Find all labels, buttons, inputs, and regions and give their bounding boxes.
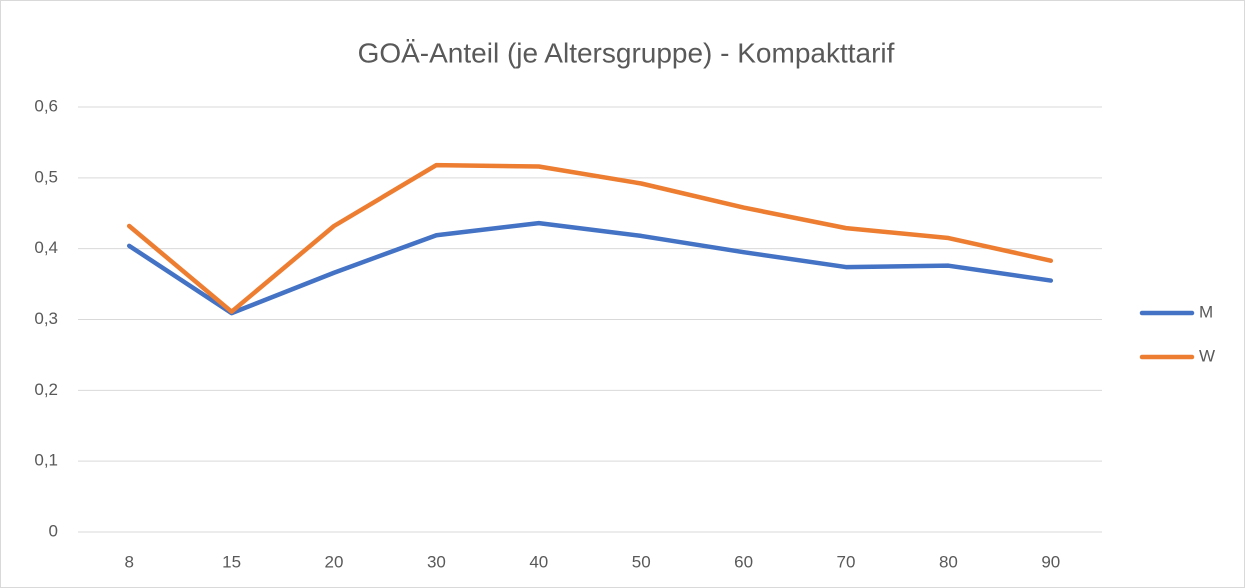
- y-tick-label: 0,6: [34, 96, 58, 115]
- x-tick-label: 40: [529, 552, 548, 571]
- y-tick-label: 0,5: [34, 167, 58, 186]
- x-tick-label: 90: [1041, 552, 1060, 571]
- x-tick-label: 80: [939, 552, 958, 571]
- x-tick-label: 30: [427, 552, 446, 571]
- legend-label: W: [1199, 346, 1215, 365]
- y-tick-label: 0,2: [34, 380, 58, 399]
- y-tick-label: 0: [49, 521, 58, 540]
- x-tick-label: 15: [222, 552, 241, 571]
- x-tick-label: 60: [734, 552, 753, 571]
- y-tick-label: 0,4: [34, 238, 58, 257]
- x-tick-label: 20: [325, 552, 344, 571]
- line-series: [126, 162, 1054, 314]
- y-tick-label: 0,1: [34, 451, 58, 470]
- chart-title: GOÄ-Anteil (je Altersgruppe) - Kompaktta…: [358, 37, 895, 68]
- line-series: [126, 220, 1054, 316]
- y-tick-label: 0,3: [34, 309, 58, 328]
- x-tick-label: 70: [837, 552, 856, 571]
- legend-label: M: [1199, 302, 1213, 321]
- x-tick-label: 50: [632, 552, 651, 571]
- x-tick-label: 8: [124, 552, 133, 571]
